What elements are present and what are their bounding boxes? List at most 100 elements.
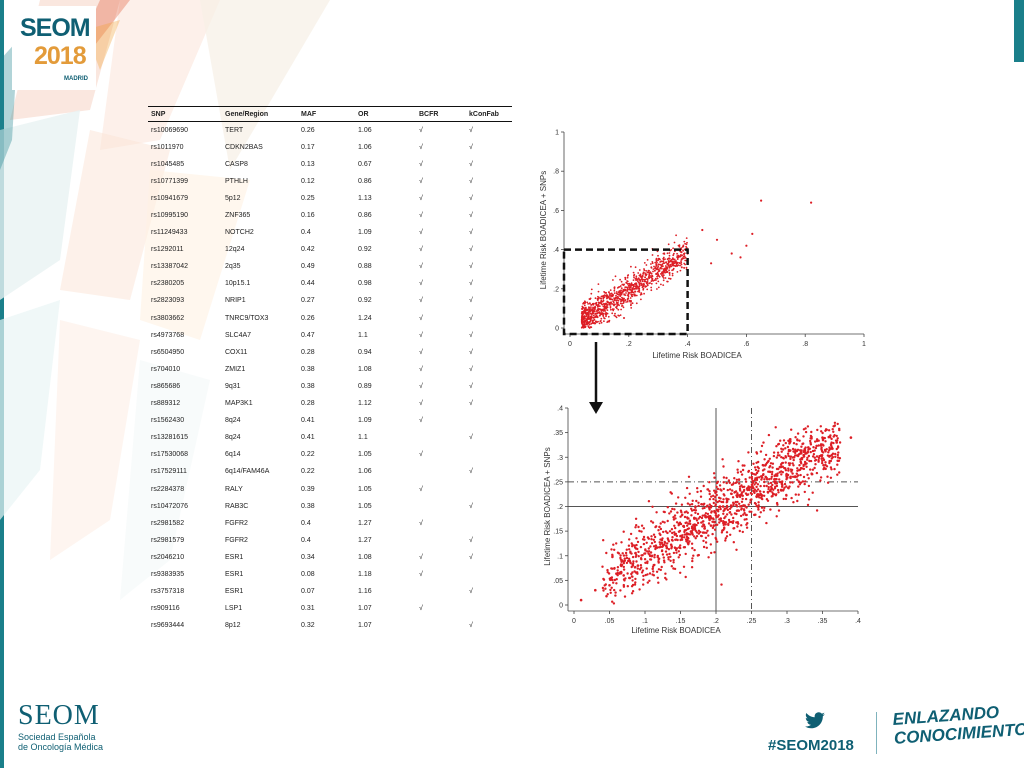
table-cell: rs1045485 xyxy=(151,160,185,168)
scatter-point xyxy=(698,515,702,519)
scatter-point xyxy=(663,561,666,564)
table-cell: 0.08 xyxy=(301,570,315,578)
scatter-point xyxy=(630,552,633,555)
scatter-point xyxy=(602,589,605,592)
scatter-point xyxy=(671,531,674,535)
table-cell: rs3757318 xyxy=(151,588,185,596)
scatter-point xyxy=(791,475,795,478)
scatter-point xyxy=(710,551,713,555)
scatter-point xyxy=(649,282,651,284)
scatter-point xyxy=(653,540,656,544)
scatter-point xyxy=(780,456,783,459)
scatter-point xyxy=(635,275,638,278)
scatter-point xyxy=(637,550,640,554)
scatter-point xyxy=(820,430,823,433)
scatter-point xyxy=(643,278,645,281)
scatter-point xyxy=(669,263,672,266)
scatter-point xyxy=(593,309,596,311)
scatter-point xyxy=(777,509,781,512)
scatter-point xyxy=(645,567,648,570)
table-cell: rs2284378 xyxy=(151,485,185,493)
scatter-point xyxy=(759,511,762,514)
scatter-point xyxy=(732,541,735,544)
table-cell xyxy=(416,463,466,480)
scatter-point xyxy=(757,504,760,507)
scatter-point xyxy=(789,455,793,458)
scatter-point xyxy=(661,520,664,523)
scatter-point xyxy=(728,511,732,514)
scatter-point xyxy=(814,446,818,450)
scatter-point xyxy=(586,301,589,304)
x-axis-label: Lifetime Risk BOADICEA xyxy=(631,626,721,635)
scatter-point xyxy=(703,506,706,510)
scatter-point xyxy=(580,312,583,315)
scatter-point xyxy=(650,276,653,279)
scatter-point xyxy=(737,522,740,525)
scatter-point xyxy=(626,276,629,279)
scatter-point xyxy=(770,475,773,478)
scatter-point xyxy=(722,520,725,523)
scatter-point xyxy=(650,520,653,523)
scatter-point xyxy=(767,433,771,437)
scatter-point xyxy=(655,525,658,528)
scatter-point xyxy=(638,529,641,533)
scatter-point xyxy=(618,286,621,288)
table-header-row: SNP Gene/Region MAF OR BCFR kConFab xyxy=(148,106,512,122)
table-cell: √ xyxy=(419,331,423,339)
scatter-point xyxy=(635,524,638,527)
scatter-point xyxy=(647,547,650,550)
scatter-point xyxy=(705,546,708,549)
scatter-point xyxy=(714,499,717,502)
table-cell: 0.38 xyxy=(301,502,315,510)
scatter-point xyxy=(728,481,731,484)
scatter-point xyxy=(789,481,792,484)
scatter-point xyxy=(659,258,661,261)
scatter-point xyxy=(812,446,815,449)
scatter-point xyxy=(600,321,603,324)
table-cell: 0.86 xyxy=(358,177,372,185)
scatter-point xyxy=(581,308,584,310)
scatter-point xyxy=(614,315,617,318)
table-cell: √ xyxy=(469,553,473,561)
scatter-point xyxy=(651,261,654,263)
scatter-point xyxy=(722,523,725,527)
scatter-point xyxy=(625,548,628,551)
scatter-point xyxy=(651,505,654,508)
scatter-point xyxy=(685,486,689,490)
scatter-point xyxy=(763,480,766,484)
x-tick-label: .35 xyxy=(818,618,828,625)
scatter-point xyxy=(647,269,650,272)
scatter-point xyxy=(638,269,641,271)
logo-year: 2018 xyxy=(34,42,87,70)
scatter-point xyxy=(662,530,665,534)
scatter-point xyxy=(799,450,803,454)
scatter-point xyxy=(708,498,712,501)
scatter-point xyxy=(685,245,687,248)
scatter-point xyxy=(623,294,626,296)
scatter-point xyxy=(676,252,678,255)
scatter-point xyxy=(785,485,788,488)
scatter-point xyxy=(758,496,761,499)
scatter-point xyxy=(628,576,632,580)
scatter-point xyxy=(836,422,839,426)
scatter-point xyxy=(620,280,623,283)
scatter-point xyxy=(609,578,612,582)
table-cell: 0.44 xyxy=(301,280,315,288)
table-row: rs2284378 RALY 0.39 1.05 √ xyxy=(148,480,512,497)
scatter-point xyxy=(623,301,625,303)
scatter-point xyxy=(613,288,616,290)
scatter-point xyxy=(796,478,799,481)
scatter-point xyxy=(646,259,649,261)
scatter-point xyxy=(621,297,624,300)
table-cell: √ xyxy=(419,519,423,527)
scatter-point xyxy=(762,490,765,494)
scatter-point xyxy=(686,241,688,244)
table-row: rs2823093 NRIP1 0.27 0.92 √ √ xyxy=(148,292,512,309)
scatter-point xyxy=(632,279,635,281)
scatter-point xyxy=(787,448,791,452)
scatter-point xyxy=(679,269,682,272)
logo-brand: SEOM xyxy=(20,14,91,42)
scatter-point xyxy=(767,486,770,489)
scatter-point xyxy=(834,455,837,458)
scatter-point xyxy=(697,529,701,532)
